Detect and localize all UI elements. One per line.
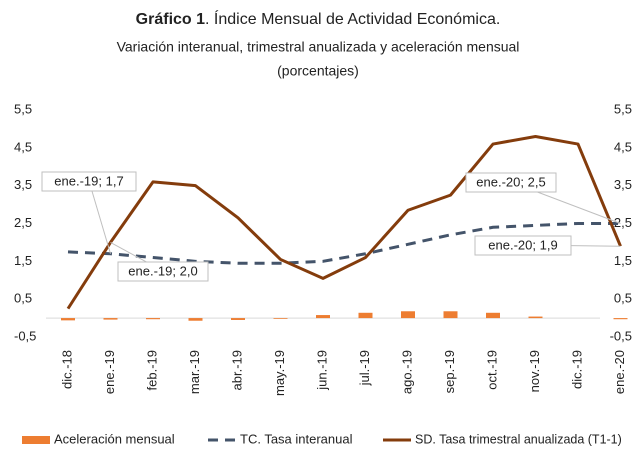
legend-label: TC. Tasa interanual [240,431,353,446]
bar [231,318,245,320]
x-tick-label: jun.-19 [314,350,329,391]
x-tick-label: jul.-19 [357,350,372,386]
y2-tick-label: 2,5 [614,215,632,230]
annotation-box [465,172,557,193]
x-tick-label: sep.-19 [442,350,457,393]
y-tick-label: 3,5 [14,177,32,192]
annotation-box [474,235,572,256]
line-series [67,222,621,265]
annotation: ene.-19; 2,0 [128,263,197,278]
y-tick-label: 1,5 [14,253,32,268]
x-tick-label: feb.-19 [144,350,159,390]
annotation: ene.-20; 1,9 [488,237,557,252]
annotation-leader [88,180,111,254]
annotation: ene.-20; 2,5 [476,174,545,189]
x-tick-label: abr.-19 [229,350,244,390]
subtitle: (porcentajes) [277,63,359,79]
bar [103,318,118,320]
x-tick-label: oct.-19 [484,350,499,390]
y2-tick-label: 4,5 [614,139,632,154]
bar [146,318,160,320]
bar [188,318,203,321]
chart-title: Gráfico 1. Índice Mensual de Actividad E… [136,9,501,28]
x-tick-label: ene.-20 [612,350,627,394]
x-tick-label: dic.-18 [59,350,74,389]
x-tick-label: ago.-19 [399,350,414,394]
x-tick-label: nov.-19 [527,350,542,392]
bar [61,318,75,321]
annotation-box [41,171,137,192]
title-text: . Índice Mensual de Actividad Económica. [205,9,500,28]
y2-tick-label: 3,5 [614,177,632,192]
y2-tick-label: 0,5 [614,291,632,306]
x-tick-label: ene.-19 [102,350,117,394]
bar [613,318,628,320]
title-prefix: Gráfico 1 [136,11,205,28]
x-tick-label: dic.-19 [569,350,584,389]
bar [443,311,458,319]
y-tick-label: 2,5 [14,215,32,230]
bar [486,312,500,319]
x-tick-label: mar.-19 [187,350,202,394]
y2-tick-label: -0,5 [610,328,632,343]
annotation-box [117,261,209,282]
bar [358,312,373,319]
bar [316,315,330,319]
y2-tick-label: 5,5 [614,101,632,116]
y-tick-label: 4,5 [14,139,32,154]
annotation: ene.-19; 1,7 [54,173,123,188]
line-series [66,134,622,310]
bar [528,316,543,319]
y-tick-label: 0,5 [14,291,32,306]
y2-tick-label: 1,5 [614,253,632,268]
legend-label: SD. Tasa trimestral anualizada (T1-1) [415,432,622,446]
x-tick-label: may.-19 [272,350,287,396]
y-tick-label: 5,5 [14,101,32,116]
bar [401,311,415,319]
legend-swatch [22,436,50,444]
legend-label: Aceleración mensual [54,431,175,446]
bar [273,318,288,319]
y-tick-label: -0,5 [14,328,36,343]
subtitle: Variación interanual, trimestral anualiz… [117,39,520,55]
